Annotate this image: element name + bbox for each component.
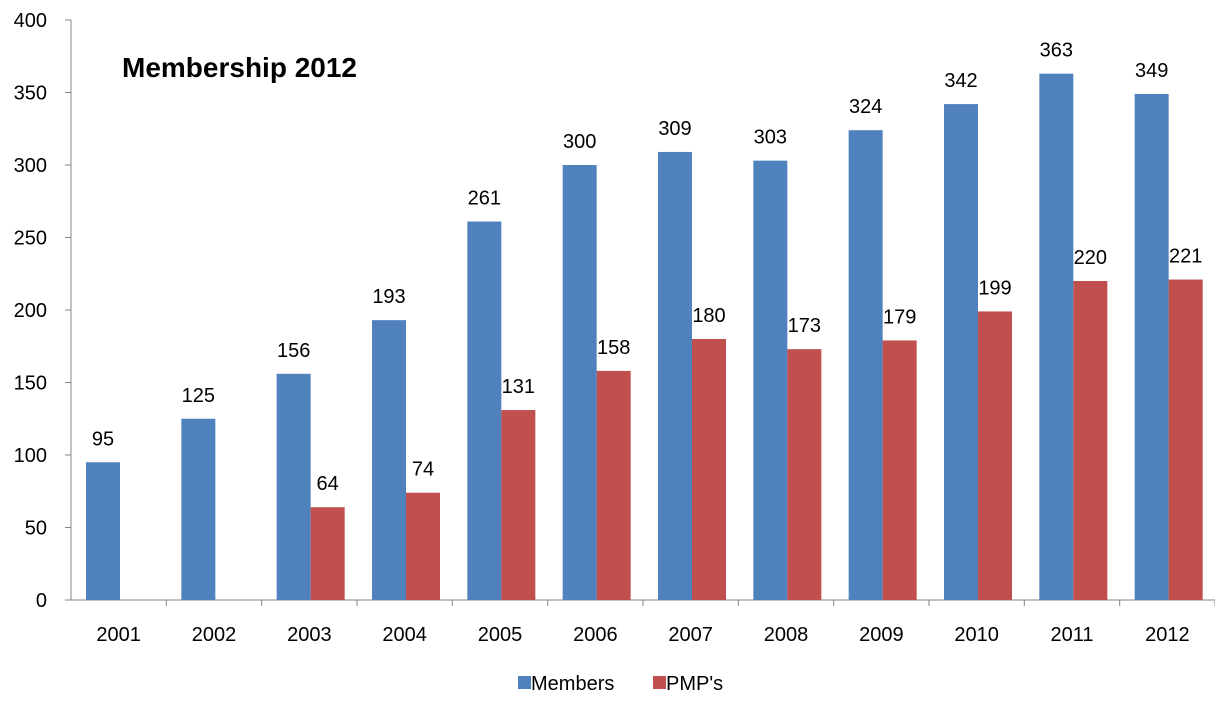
bar-pmp-s [406,492,440,600]
y-tick-label: 200 [14,300,47,322]
x-tick-label: 2005 [478,624,523,646]
x-tick-label: 2003 [287,624,332,646]
data-label-pmp-s: 220 [1074,247,1107,269]
legend-swatch-members [518,676,531,689]
legend-label-pmp-s: PMP's [666,673,723,695]
data-label-pmp-s: 158 [597,337,630,359]
y-tick-label: 100 [14,445,47,467]
bar-pmp-s [692,339,726,600]
bar-members [562,165,597,600]
data-label-members: 363 [1040,40,1073,62]
data-label-members: 95 [92,428,114,450]
x-tick-label: 2007 [668,624,713,646]
bar-pmp-s [882,340,917,600]
y-axis: 0 50 100 150 200 250 300 350 400 [14,10,72,612]
data-labels-group: 95 125 156 64 193 74 261 131 300 158 309 180 303 173 3… [92,40,1202,496]
x-tick-label: 2008 [764,624,809,646]
data-label-members: 125 [182,385,215,407]
data-label-members: 303 [754,127,787,149]
bar-pmp-s [501,410,536,600]
x-tick-label: 2012 [1145,624,1190,646]
bar-pmp-s [1168,279,1203,600]
x-tick-label: 2006 [573,624,618,646]
bar-members [372,320,406,600]
bar-members [181,418,216,600]
bar-members [86,462,120,600]
bar-pmp-s [787,349,822,600]
bar-members [1039,73,1074,600]
bar-members [1134,93,1169,600]
bar-members [753,160,788,600]
y-tick-label: 150 [14,373,47,395]
bar-pmp-s [310,507,345,600]
bar-pmp-s [978,311,1012,600]
bar-members [848,130,883,600]
data-label-pmp-s: 74 [412,459,434,481]
data-label-pmp-s: 199 [978,277,1011,299]
x-tick-label: 2001 [96,624,141,646]
data-label-pmp-s: 131 [502,376,535,398]
y-tick-label: 50 [25,518,47,540]
data-label-members: 324 [849,96,882,118]
bar-members [658,151,692,600]
y-tick-label: 300 [14,155,47,177]
data-label-pmp-s: 179 [883,306,916,328]
data-label-members: 309 [658,118,691,140]
data-label-members: 342 [944,70,977,92]
x-tick-label: 2002 [192,624,237,646]
legend: Members PMP's [518,673,723,695]
data-label-pmp-s: 180 [692,305,725,327]
legend-swatch-pmp-s [653,676,666,689]
bar-pmp-s [1073,281,1108,600]
data-label-members: 193 [372,286,405,308]
data-label-members: 156 [277,340,310,362]
bar-pmp-s [596,370,631,600]
y-tick-label: 0 [36,590,47,612]
x-tick-label: 2011 [1050,624,1093,646]
x-axis: 2001 2002 2003 2004 2005 2006 2007 2008 2009 2010… [71,599,1215,646]
bars-group [86,73,1203,601]
x-tick-label: 2010 [954,624,999,646]
data-label-members: 261 [468,188,501,210]
data-label-members: 349 [1135,60,1168,82]
bar-members [276,373,311,600]
data-label-pmp-s: 64 [317,473,339,495]
data-label-pmp-s: 221 [1169,246,1202,268]
bar-members [467,221,502,601]
x-tick-label: 2004 [382,624,427,646]
chart-title: Membership 2012 [122,52,357,83]
x-tick-label: 2009 [859,624,904,646]
legend-label-members: Members [531,673,614,695]
data-label-pmp-s: 173 [788,315,821,337]
y-tick-label: 400 [14,10,47,32]
y-tick-label: 250 [14,228,47,250]
y-tick-label: 350 [14,83,47,105]
bar-members [944,104,978,600]
data-label-members: 300 [563,131,596,153]
